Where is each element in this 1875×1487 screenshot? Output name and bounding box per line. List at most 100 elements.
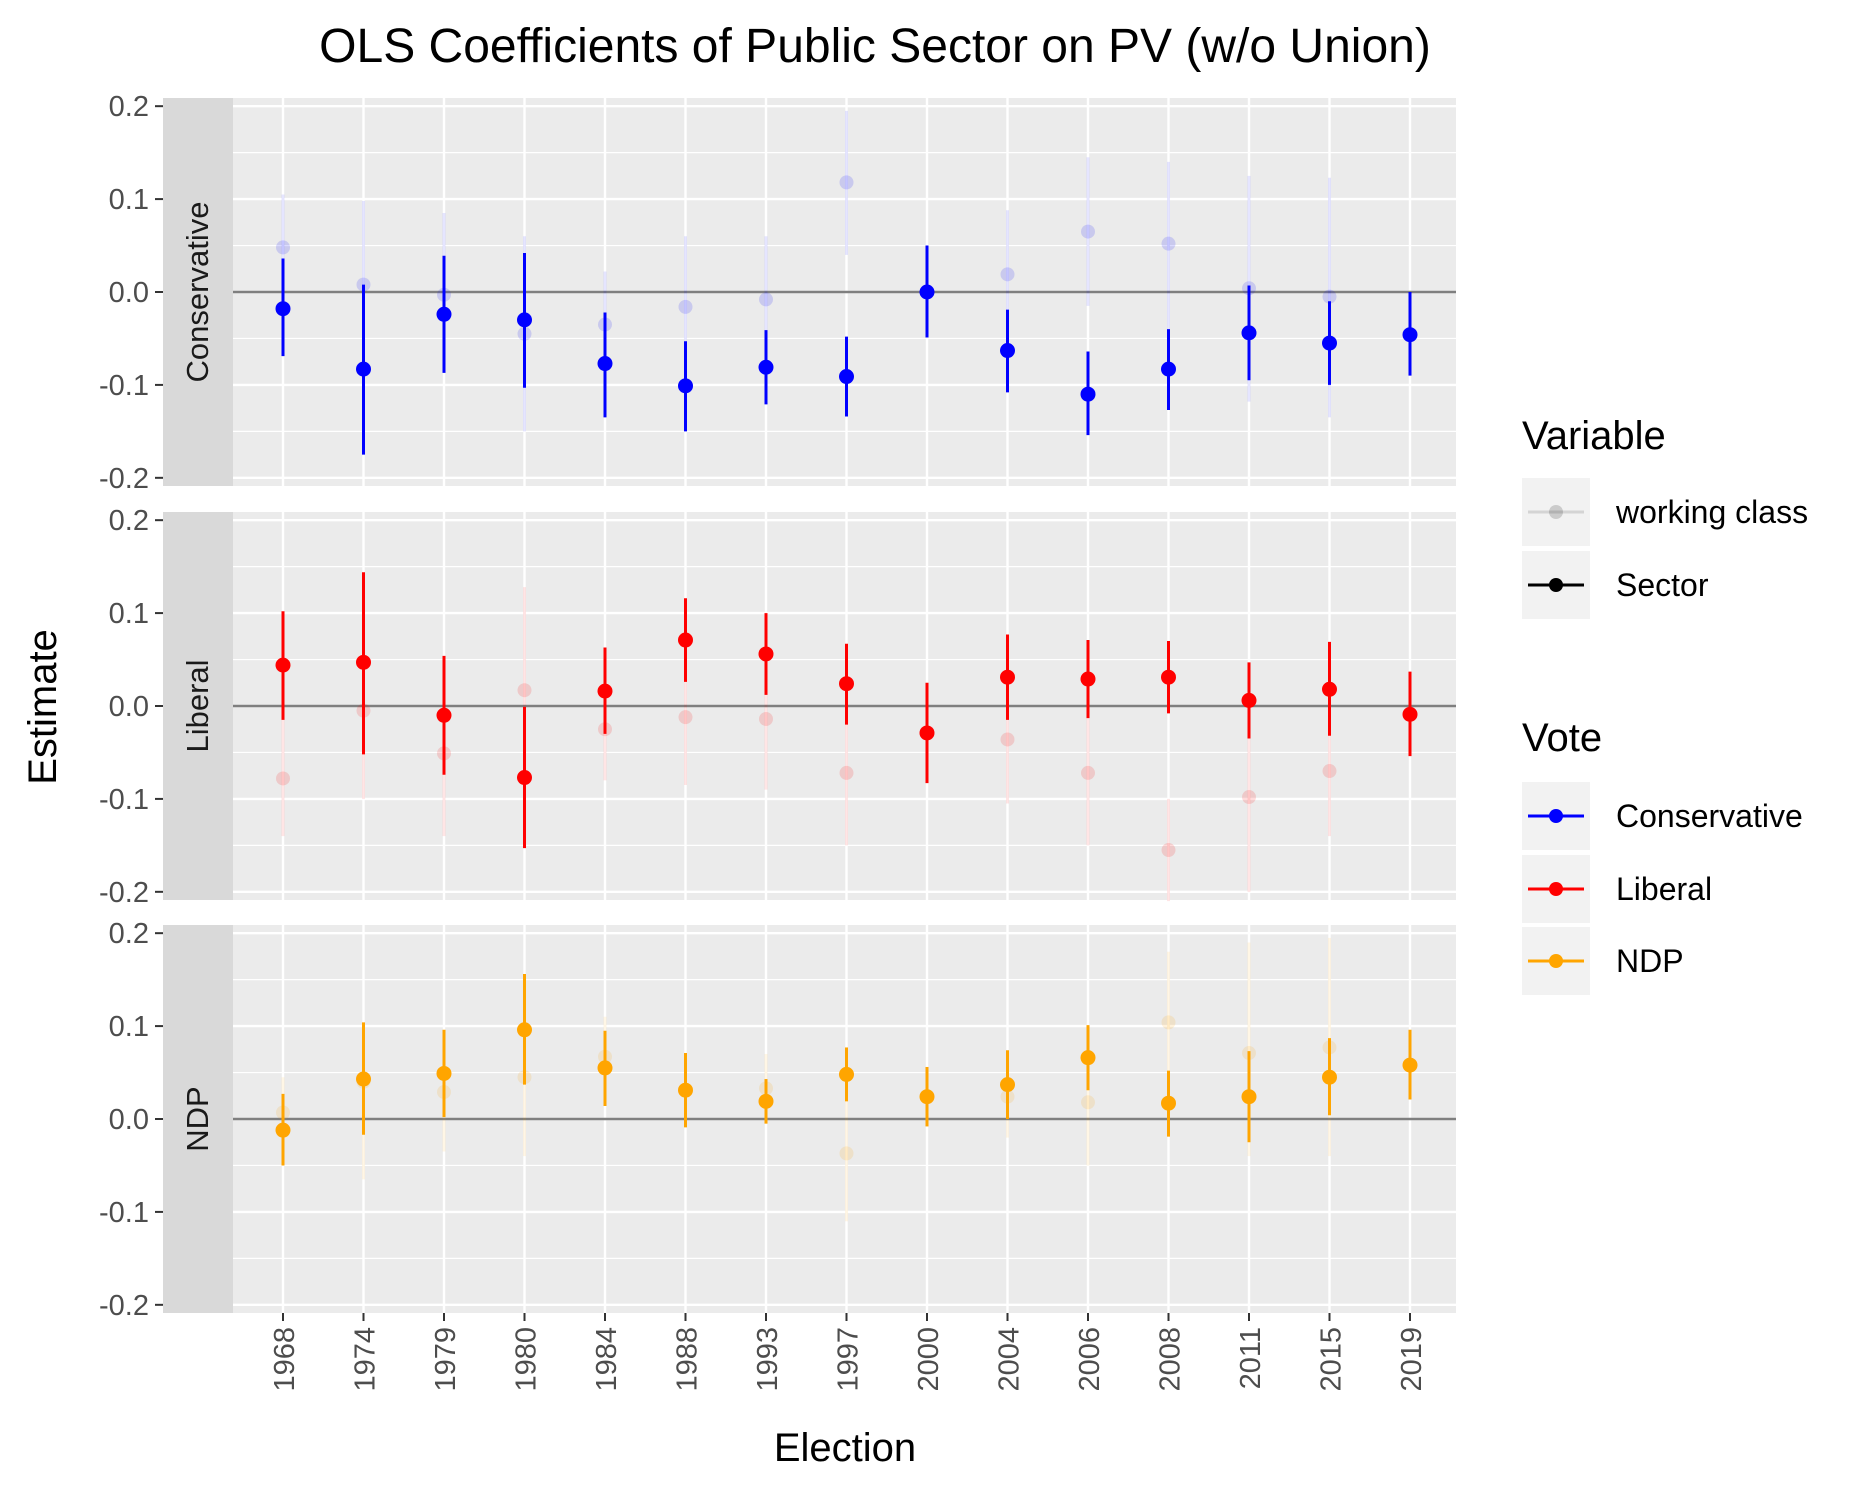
sector-point [1322, 681, 1337, 697]
y-tick-label: 0.0 [109, 691, 149, 723]
sector-point [1402, 1057, 1418, 1073]
working-class-point [1081, 224, 1095, 239]
sector-point [758, 359, 774, 375]
sector-point [1000, 343, 1015, 359]
x-tick-label: 1980 [511, 1327, 543, 1392]
working-class-point [1000, 732, 1015, 747]
facet-panel-conservative: 0.2 0.1 0.0 -0.1 -0.2 Conservative [99, 91, 1456, 495]
legend: Variable working class Sector Vote Conservat… [1522, 414, 1808, 995]
facet-panel-liberal: 0.2 0.1 0.0 -0.1 -0.2 Liberal [99, 505, 1456, 909]
legend-label: Sector [1616, 567, 1709, 603]
facet-strip-label: Liberal [180, 659, 215, 752]
working-class-point [276, 771, 290, 786]
working-class-point [678, 299, 693, 314]
working-class-point [759, 712, 773, 727]
working-class-point [276, 240, 290, 255]
sector-point [758, 1093, 774, 1109]
x-tick-label: 2015 [1316, 1327, 1348, 1392]
working-class-point [1081, 765, 1095, 780]
sector-point [356, 361, 371, 377]
sector-point [919, 284, 935, 300]
sector-point [356, 1071, 371, 1087]
working-class-point [1322, 289, 1337, 304]
working-class-point [678, 710, 693, 725]
working-class-point [1322, 764, 1337, 779]
working-class-point [517, 683, 532, 698]
y-tick-label: -0.1 [99, 1197, 149, 1229]
working-class-point [759, 292, 773, 307]
chart-title: OLS Coefficients of Public Sector on PV … [319, 20, 1431, 73]
facet-strip [163, 98, 233, 486]
sector-point [436, 306, 452, 322]
working-class-point [839, 765, 854, 780]
sector-point [678, 378, 693, 394]
y-tick-label: -0.2 [99, 877, 149, 909]
facet-strip [163, 512, 233, 900]
legend-key-point [1549, 954, 1563, 968]
x-tick-label: 1979 [430, 1327, 462, 1392]
sector-point [919, 725, 935, 741]
sector-point [517, 1022, 532, 1038]
sector-point [1241, 692, 1257, 708]
sector-point [678, 1082, 693, 1098]
y-tick-label: 0.1 [109, 184, 149, 216]
x-tick-label: 1988 [672, 1327, 704, 1392]
x-tick-label: 1968 [269, 1327, 301, 1392]
y-tick-label: 0.1 [109, 598, 149, 630]
legend-key-point [1549, 578, 1563, 592]
y-tick-label: -0.2 [99, 463, 149, 495]
y-tick-label: 0.2 [109, 505, 149, 537]
y-tick-label: -0.2 [99, 1290, 149, 1322]
x-tick-label: 2004 [994, 1327, 1026, 1392]
facet-panels: 0.2 0.1 0.0 -0.1 -0.2 Conservative 0.2 0.1 0.0 -0… [99, 91, 1456, 1322]
y-tick-label: 0.2 [109, 918, 149, 950]
x-tick-label: 2006 [1074, 1327, 1106, 1392]
working-class-point [1081, 1095, 1095, 1110]
sector-point [839, 676, 854, 692]
y-tick-label: 0.0 [109, 277, 149, 309]
sector-point [356, 654, 371, 670]
y-tick-label: 0.0 [109, 1104, 149, 1136]
sector-point [1161, 669, 1176, 685]
sector-point [1241, 1089, 1257, 1105]
sector-point [275, 1122, 291, 1138]
working-class-point [1000, 267, 1015, 282]
x-tick-label: 2000 [913, 1327, 945, 1392]
sector-point [597, 683, 613, 699]
legend-title-vote: Vote [1522, 716, 1602, 760]
x-axis: 1968 1974 1979 1980 1984 1988 1993 1997 2000 2004… [269, 1313, 1428, 1392]
facet-panel-ndp: 0.2 0.1 0.0 -0.1 -0.2 NDP [99, 918, 1456, 1322]
x-tick-label: 2008 [1155, 1327, 1187, 1392]
sector-point [436, 707, 452, 723]
sector-point [1080, 1050, 1096, 1066]
working-class-point [1242, 790, 1256, 805]
working-class-point [839, 175, 854, 190]
sector-point [1161, 361, 1176, 377]
sector-point [1322, 335, 1337, 351]
x-tick-label: 2011 [1235, 1327, 1267, 1389]
legend-key-point [1549, 882, 1563, 896]
y-axis-title: Estimate [21, 629, 65, 785]
sector-point [436, 1065, 452, 1081]
sector-point [1080, 386, 1096, 402]
legend-key-point [1549, 809, 1563, 823]
sector-point [919, 1089, 935, 1105]
legend-label: NDP [1616, 943, 1684, 979]
y-tick-label: 0.1 [109, 1011, 149, 1043]
sector-point [1000, 1077, 1015, 1093]
x-tick-label: 1993 [752, 1327, 784, 1392]
sector-point [1080, 671, 1096, 687]
sector-point [597, 356, 613, 372]
facet-strip-label: NDP [180, 1086, 215, 1151]
sector-point [275, 657, 291, 673]
working-class-point [839, 1146, 854, 1161]
facet-strip [163, 925, 233, 1313]
legend-title-variable: Variable [1522, 414, 1666, 458]
working-class-point [1161, 236, 1176, 251]
sector-point [839, 369, 854, 385]
y-tick-label: -0.1 [99, 370, 149, 402]
facet-strip-label: Conservative [180, 202, 215, 383]
sector-point [1161, 1095, 1176, 1111]
working-class-point [1161, 843, 1176, 858]
